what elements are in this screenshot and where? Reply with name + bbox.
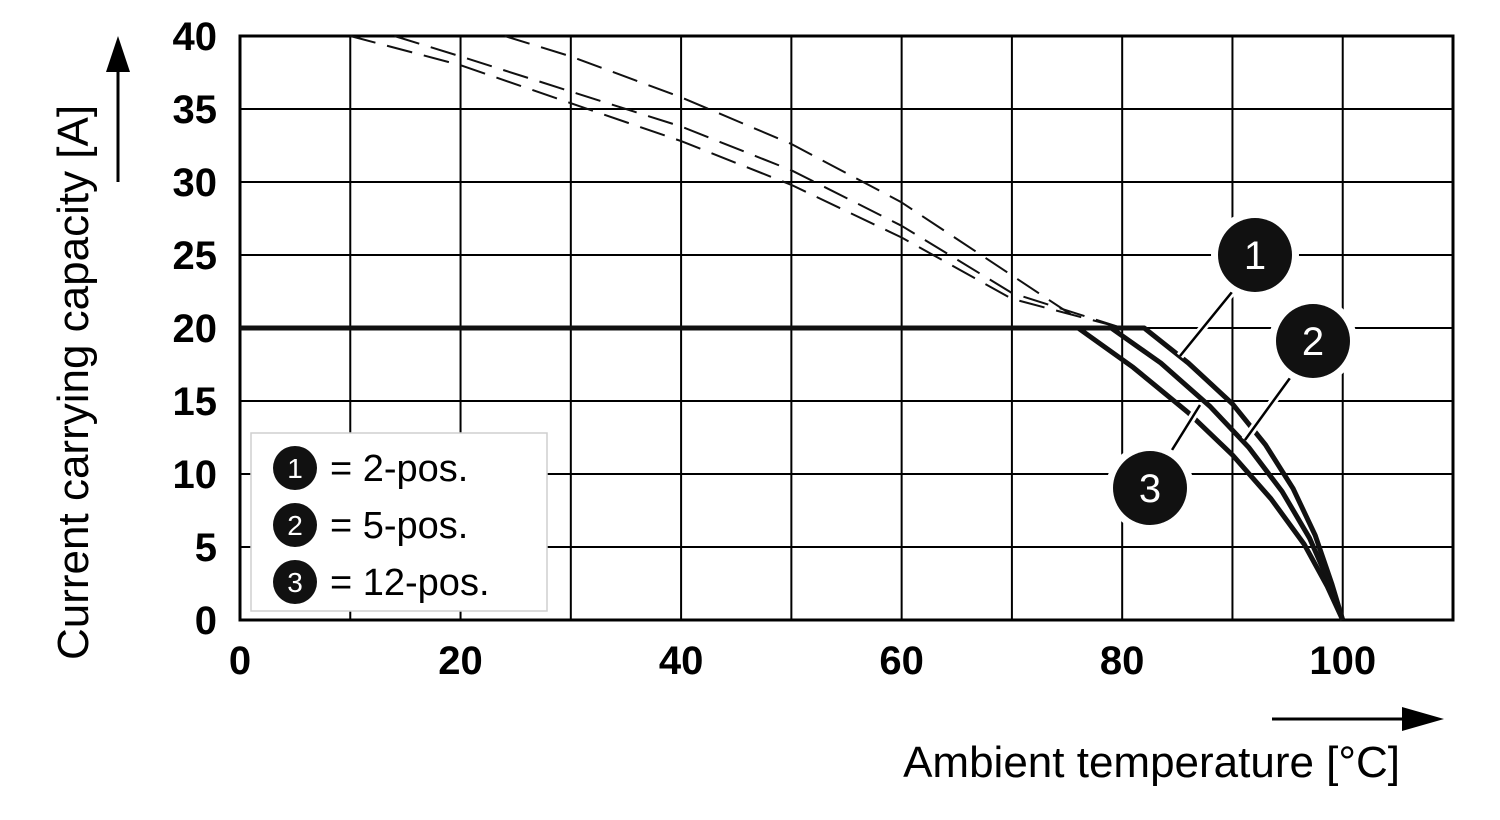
legend-marker-1-label: 1 [287, 453, 303, 484]
callout-2-leader [1243, 377, 1292, 441]
y-tick-label: 10 [173, 453, 218, 497]
y-tick-label: 0 [195, 599, 217, 643]
legend-marker-3-label: 3 [287, 567, 303, 598]
x-tick-label: 40 [659, 639, 704, 683]
y-tick-label: 40 [173, 15, 218, 59]
legend-entry-3-text: = 12-pos. [330, 562, 490, 604]
callout-3-leader [1170, 404, 1202, 451]
callout-layer: 12 3 [1106, 211, 1357, 532]
callout-3-badge [1113, 451, 1187, 525]
x-tick-label: 0 [229, 639, 251, 683]
series-3-dashed-line [350, 35, 1123, 329]
callout-1-leader [1179, 291, 1233, 357]
y-tick-label: 25 [173, 234, 218, 278]
series-2-solid-line [240, 325, 1346, 621]
x-tick-label: 80 [1100, 639, 1145, 683]
series-2-dashed-line [394, 35, 1123, 329]
callout-1-label: 1 [1244, 234, 1266, 278]
legend-marker-1 [273, 446, 317, 490]
legend: 1 = 2-pos. 2 = 5-pos. 3 = 12-pos. [250, 432, 548, 612]
y-tick-label: 20 [173, 307, 218, 351]
x-axis-label: Ambient temperature [°C] [903, 738, 1400, 787]
y-axis-arrow [106, 36, 130, 182]
y-axis-label: Current carrying capacity [A] [49, 105, 98, 660]
x-tick-labels: 0 20 40 60 80 100 [229, 639, 1376, 683]
callout-3-label: 3 [1139, 467, 1161, 511]
legend-entry-1-text: = 2-pos. [330, 448, 468, 490]
series-1-dashed-line [504, 35, 1079, 321]
x-axis-arrow [1272, 707, 1444, 731]
callout-1-badge [1218, 218, 1292, 292]
y-tick-label: 15 [173, 380, 218, 424]
x-tick-label: 20 [438, 639, 483, 683]
y-tick-label: 35 [173, 88, 218, 132]
legend-marker-2 [273, 503, 317, 547]
series-layer [240, 35, 1346, 622]
legend-marker-3 [273, 560, 317, 604]
y-tick-label: 5 [195, 526, 217, 570]
callout-2-label: 2 [1302, 320, 1324, 364]
series-3-solid-line [240, 325, 1345, 622]
y-tick-label: 30 [173, 161, 218, 205]
x-tick-label: 60 [879, 639, 924, 683]
series-1-solid-line [240, 325, 1346, 621]
legend-marker-2-label: 2 [287, 510, 303, 541]
x-tick-label: 100 [1309, 639, 1376, 683]
callout-2-badge [1276, 304, 1350, 378]
y-tick-labels: 0 5 10 15 20 25 30 35 40 [173, 15, 218, 643]
legend-entry-2-text: = 5-pos. [330, 505, 468, 547]
